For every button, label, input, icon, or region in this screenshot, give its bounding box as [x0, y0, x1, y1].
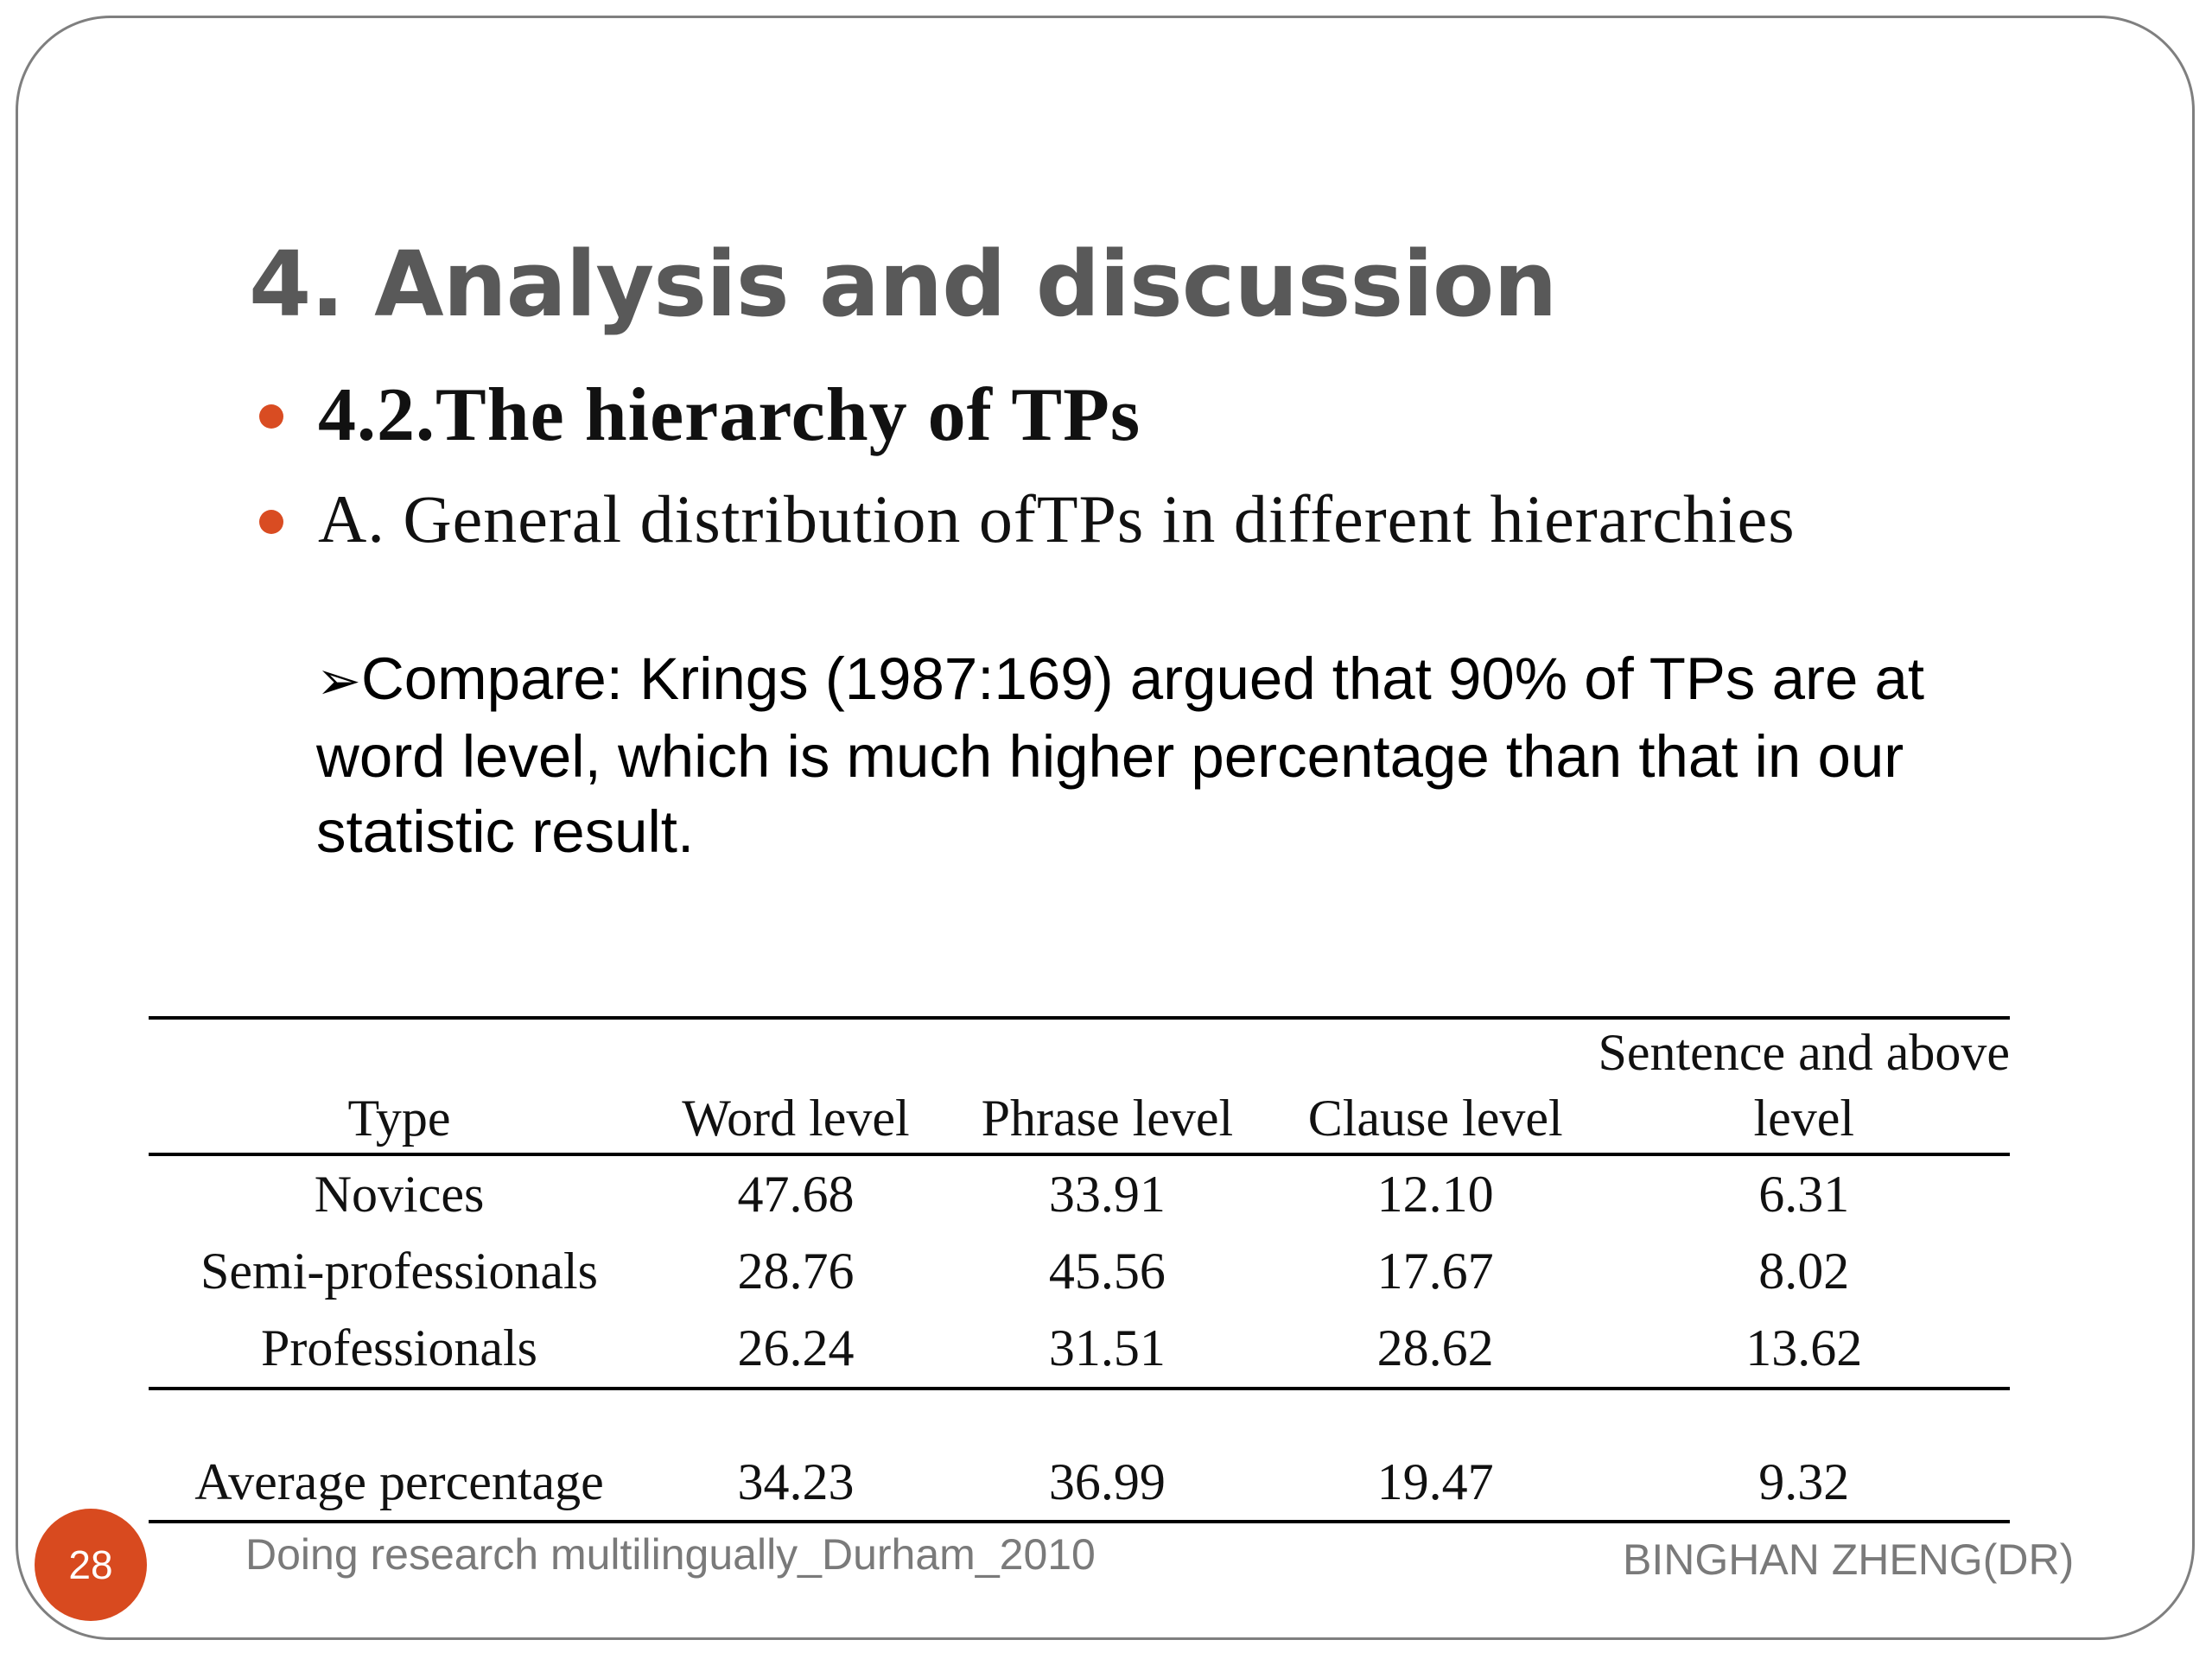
cell-clause: 28.62: [1376, 1319, 1494, 1376]
cell-phrase: 31.51: [1048, 1319, 1166, 1376]
slide-title: 4. Analysis and discussion: [249, 232, 1557, 337]
cell-type: Novices: [314, 1166, 485, 1223]
comparison-note: ➢Compare: Krings (1987:169) argued that …: [316, 641, 2062, 869]
cell-phrase: 33.91: [1048, 1166, 1166, 1223]
comparison-note-text: Compare: Krings (1987:169) argued that 9…: [316, 645, 1925, 865]
cell-type: Semi-professionals: [200, 1243, 598, 1300]
table-row: Semi-professionals 28.76 45.56 17.67 8.0…: [149, 1233, 2010, 1310]
cell-type: Professionals: [261, 1319, 537, 1376]
header-sentence-line1: Sentence and above: [1598, 1024, 2010, 1081]
table-average-row: Average percentage 34.23 36.99 19.47 9.3…: [149, 1444, 2010, 1522]
bullet-section-heading: 4.2.The hierarchy of TPs: [318, 373, 1141, 457]
cell-clause: 17.67: [1376, 1243, 1494, 1300]
table-spacer: [149, 1389, 2010, 1444]
cell-sentence: 9.32: [1758, 1453, 1850, 1510]
cell-clause: 19.47: [1376, 1453, 1494, 1510]
cell-phrase: 45.56: [1048, 1243, 1166, 1300]
cell-type: Average percentage: [194, 1453, 604, 1510]
cell-word: 34.23: [737, 1453, 855, 1510]
tp-distribution-table: Type Word level Phrase level Clause leve…: [149, 1016, 2010, 1523]
cell-word: 47.68: [737, 1166, 855, 1223]
cell-phrase: 36.99: [1048, 1453, 1166, 1510]
cell-clause: 12.10: [1376, 1166, 1494, 1223]
header-clause-level: Clause level: [1307, 1090, 1563, 1147]
table-row: Novices 47.68 33.91 12.10 6.31: [149, 1154, 2010, 1233]
footer-author: BINGHAN ZHENG(DR): [1623, 1535, 2075, 1584]
table-row: Professionals 26.24 31.51 28.62 13.62: [149, 1310, 2010, 1389]
cell-sentence: 8.02: [1758, 1243, 1850, 1300]
page-number-badge: 28: [35, 1509, 147, 1621]
footer-event: Doing research multilingually_Durham_201…: [245, 1530, 1096, 1579]
cell-word: 28.76: [737, 1243, 855, 1300]
cell-sentence: 13.62: [1745, 1319, 1863, 1376]
table-header-row: Type Word level Phrase level Clause leve…: [149, 1018, 2010, 1154]
bullet-subheading: A. General distribution ofTPs in differe…: [318, 481, 1796, 556]
slide-frame: [16, 16, 2195, 1640]
header-word-level: Word level: [682, 1090, 910, 1147]
arrow-bullet-icon: ➢: [316, 652, 361, 711]
bullet-dot-icon: [259, 510, 283, 534]
header-type: Type: [347, 1090, 451, 1147]
header-phrase-level: Phrase level: [981, 1090, 1234, 1147]
cell-sentence: 6.31: [1758, 1166, 1850, 1223]
bullet-dot-icon: [259, 404, 283, 429]
cell-word: 26.24: [737, 1319, 855, 1376]
header-sentence-level: Sentence and above level: [1599, 1018, 2011, 1154]
header-sentence-line2: level: [1753, 1090, 1855, 1147]
